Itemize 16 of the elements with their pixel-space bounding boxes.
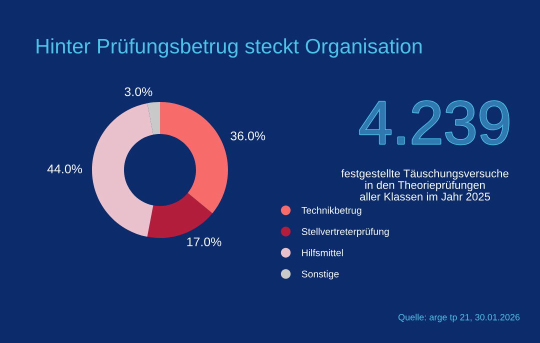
data-label: 36.0% <box>230 131 266 140</box>
legend-label: Sonstige <box>302 270 339 280</box>
chart-title: Hinter Prüfungsbetrug steckt Organisation <box>36 38 422 58</box>
legend-label: Hilfsmittel <box>302 249 343 256</box>
donut-slice <box>160 102 228 214</box>
text: 4.239 <box>360 101 509 144</box>
data-label: 3.0% <box>124 87 152 96</box>
legend-label: Stellvertreterprüfung <box>302 228 389 237</box>
text: festgestellte Täuschungsversuche in den Theorieprüfungen aller Klassen im Jahr 2025 <box>341 169 508 201</box>
data-label: 17.0% <box>187 237 222 246</box>
donut-slice <box>92 103 154 237</box>
donut-slice <box>147 102 160 135</box>
legend-label: Technikbetrug <box>302 206 362 216</box>
source-note: Quelle: arge tp 21, 30.01.2026 <box>398 314 520 322</box>
donut-slice <box>147 192 212 238</box>
data-label: 44.0% <box>47 164 82 174</box>
